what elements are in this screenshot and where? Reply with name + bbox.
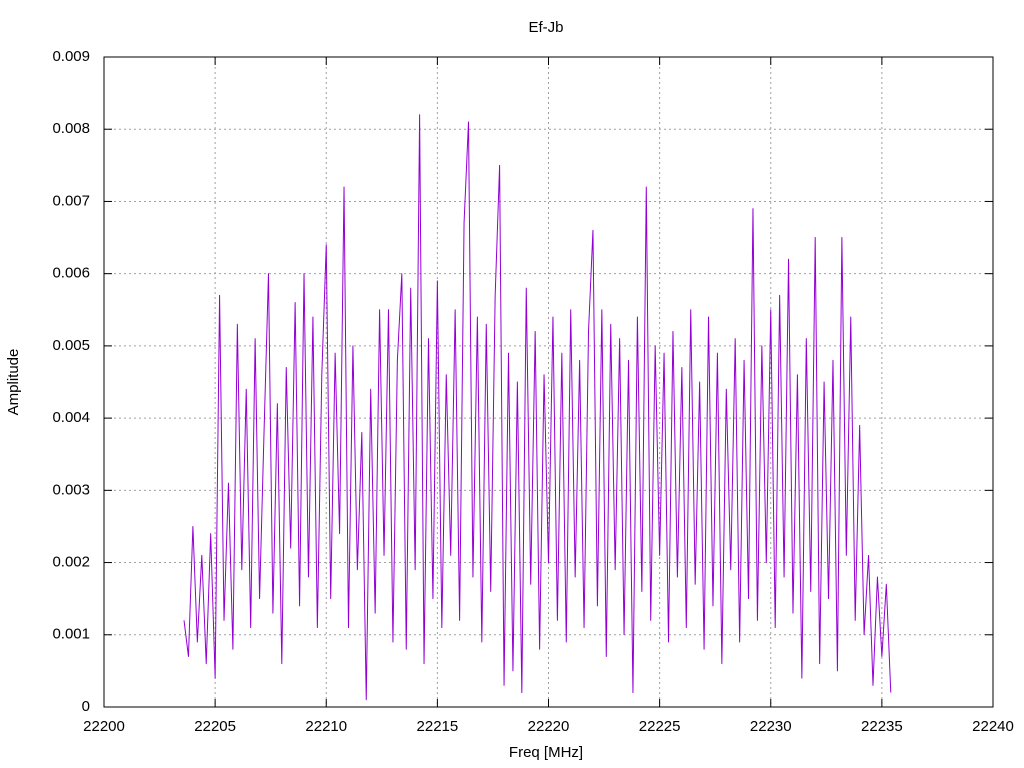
y-tick-label: 0.009: [52, 48, 90, 65]
y-tick-label: 0.001: [52, 626, 90, 643]
x-tick-label: 22210: [305, 718, 347, 735]
x-tick-label: 22215: [417, 718, 459, 735]
y-tick-label: 0.006: [52, 265, 90, 282]
y-tick-label: 0.003: [52, 481, 90, 498]
x-tick-label: 22200: [83, 718, 125, 735]
y-tick-label: 0: [82, 698, 90, 715]
y-tick-label: 0.004: [52, 409, 90, 426]
plot-frame: [103, 56, 994, 708]
data-line: [183, 114, 892, 701]
x-tick-label: 22240: [972, 718, 1014, 735]
x-tick-label: 22235: [861, 718, 903, 735]
y-tick-label: 0.005: [52, 337, 90, 354]
y-tick-label: 0.007: [52, 192, 90, 209]
x-tick-label: 22205: [194, 718, 236, 735]
y-tick-label: 0.002: [52, 554, 90, 571]
x-axis-label: Freq [MHz]: [509, 744, 583, 761]
y-axis-label: Amplitude: [5, 349, 22, 416]
x-tick-label: 22230: [750, 718, 792, 735]
chart-title: Ef-Jb: [528, 19, 563, 36]
x-tick-label: 22225: [639, 718, 681, 735]
y-tick-label: 0.008: [52, 120, 90, 137]
x-tick-label: 22220: [528, 718, 570, 735]
